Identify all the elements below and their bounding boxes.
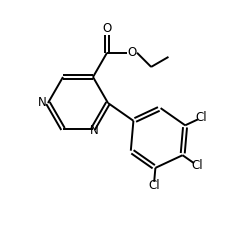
Text: O: O bbox=[102, 22, 111, 35]
Text: N: N bbox=[37, 95, 46, 109]
Text: O: O bbox=[127, 46, 136, 59]
Text: Cl: Cl bbox=[147, 179, 159, 192]
Text: Cl: Cl bbox=[195, 111, 206, 124]
Text: N: N bbox=[89, 124, 98, 138]
Text: Cl: Cl bbox=[191, 159, 202, 172]
